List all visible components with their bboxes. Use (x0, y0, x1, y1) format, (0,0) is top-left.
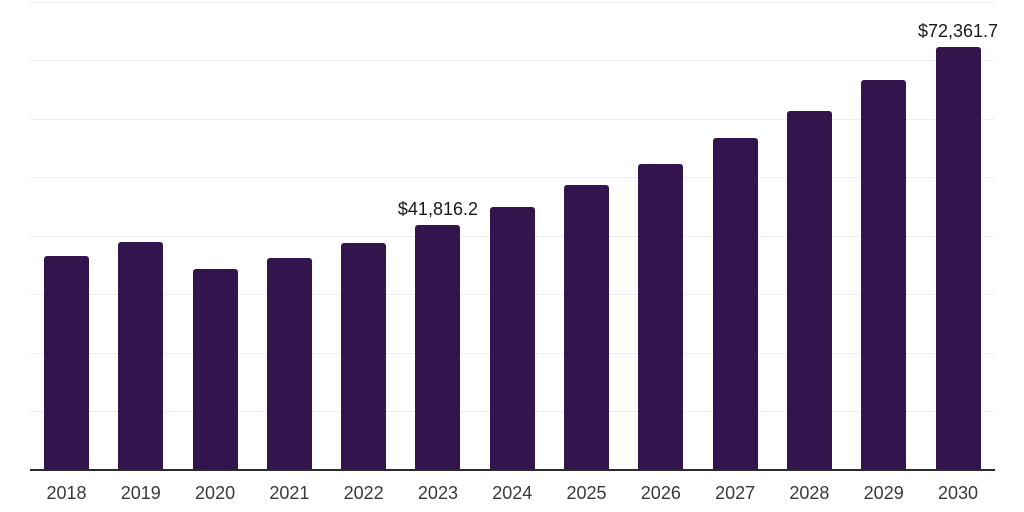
bar-2023 (415, 225, 461, 470)
x-tick-label-2028: 2028 (789, 483, 830, 503)
x-tick-label-2018: 2018 (46, 483, 87, 503)
x-tick-label-2029: 2029 (863, 483, 904, 503)
bar-2028 (786, 111, 832, 470)
gridline (30, 177, 995, 178)
x-tick-label-2027: 2027 (715, 483, 756, 503)
x-tick-label-2024: 2024 (492, 483, 533, 503)
gridline (30, 118, 995, 120)
bar-2025 (564, 185, 610, 470)
bar-2019 (118, 241, 164, 470)
bar-2022 (341, 243, 387, 470)
bar-2021 (266, 258, 312, 470)
x-tick-label-2025: 2025 (566, 483, 607, 503)
data-label-2023: $41,816.2 (397, 199, 478, 220)
x-tick-label-2019: 2019 (120, 483, 161, 503)
bar-2020 (192, 268, 238, 470)
gridline (30, 1, 995, 3)
gridline (30, 60, 995, 61)
data-label-2030: $72,361.7 (917, 20, 999, 41)
x-tick-label-2030: 2030 (937, 483, 979, 503)
bar-2030 (935, 46, 981, 470)
x-tick-label-2020: 2020 (195, 483, 236, 503)
x-tick-label-2026: 2026 (640, 483, 681, 503)
bar-2026 (638, 164, 684, 470)
bar-2029 (861, 80, 907, 470)
x-axis-line (30, 469, 995, 471)
x-tick-label-2023: 2023 (417, 483, 458, 503)
bar-2018 (44, 256, 89, 470)
bar-2027 (712, 138, 758, 470)
x-tick-label-2022: 2022 (343, 483, 384, 503)
x-tick-label-2021: 2021 (269, 483, 310, 503)
bar-2024 (489, 206, 535, 470)
